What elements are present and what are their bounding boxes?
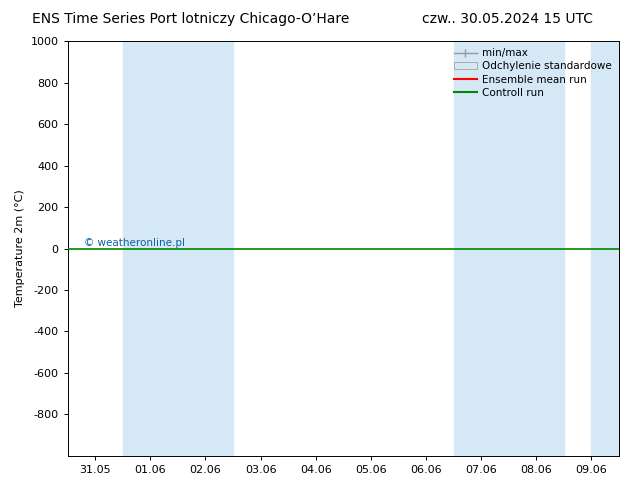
Bar [178, 41, 233, 456]
Y-axis label: Temperature 2m (°C): Temperature 2m (°C) [15, 190, 25, 307]
Bar [123, 41, 178, 456]
Text: ENS Time Series Port lotniczy Chicago-O’Hare: ENS Time Series Port lotniczy Chicago-O’… [32, 12, 349, 26]
Bar [453, 41, 508, 456]
Text: © weatheronline.pl: © weatheronline.pl [84, 239, 185, 248]
Text: czw.. 30.05.2024 15 UTC: czw.. 30.05.2024 15 UTC [422, 12, 593, 26]
Legend: min/max, Odchylenie standardowe, Ensemble mean run, Controll run: min/max, Odchylenie standardowe, Ensembl… [450, 44, 616, 102]
Bar [508, 41, 564, 456]
Bar [592, 41, 619, 456]
